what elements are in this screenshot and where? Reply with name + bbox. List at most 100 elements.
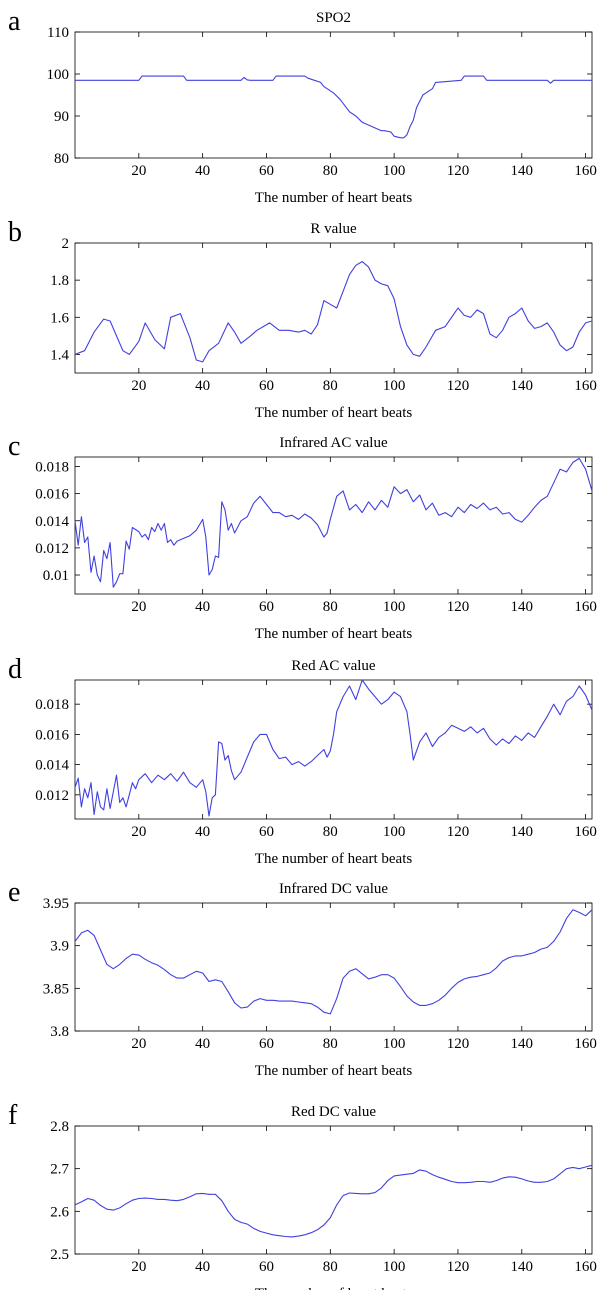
panel-letter: b [8, 217, 22, 248]
x-tick-label: 100 [383, 824, 406, 840]
series-line [74, 457, 593, 588]
x-axis-label: The number of heart beats [255, 190, 413, 206]
plot-frame [74, 902, 593, 1032]
plot-frame [74, 31, 593, 159]
plot-frame [74, 242, 593, 374]
series-line [75, 75, 592, 139]
plot-frame [74, 1125, 593, 1255]
chart-panel-e: e Infrared DC value 20 40 60 80 100 120 140 160 3.… [8, 877, 597, 1079]
x-tick-label: 120 [447, 378, 470, 394]
x-tick-label: 40 [195, 378, 210, 394]
y-tick-label: 2 [62, 236, 70, 252]
y-tick-label: 3.95 [43, 896, 69, 912]
x-tick-label: 60 [259, 1259, 274, 1275]
x-tick-label: 40 [195, 1036, 210, 1052]
y-tick-label: 3.9 [50, 939, 69, 955]
x-tick-label: 160 [574, 824, 597, 840]
x-tick-label: 140 [511, 1036, 534, 1052]
series-line [74, 679, 593, 817]
y-tick-label: 2.6 [50, 1204, 69, 1220]
x-tick-label: 80 [323, 1036, 338, 1052]
y-tick-label: 80 [54, 151, 69, 167]
y-tick-label: 2.7 [50, 1162, 69, 1178]
x-tick-label: 80 [323, 163, 338, 179]
x-tick-label: 120 [447, 163, 470, 179]
x-tick-label: 160 [574, 1036, 597, 1052]
y-tick-label: 0.01 [43, 568, 69, 584]
x-tick-label: 160 [574, 599, 597, 615]
y-tick-label: 2.5 [50, 1247, 69, 1263]
chart-panel-d: d Red AC value 20 40 60 80 100 120 140 160 0.012 0.… [8, 654, 597, 867]
x-tick-label: 100 [383, 163, 406, 179]
x-tick-label: 20 [131, 163, 146, 179]
x-tick-label: 60 [259, 599, 274, 615]
x-tick-label: 20 [131, 1036, 146, 1052]
x-tick-label: 140 [511, 1259, 534, 1275]
y-tick-label: 100 [47, 67, 70, 83]
x-tick-label: 40 [195, 163, 210, 179]
y-tick-label: 0.016 [35, 487, 69, 503]
plot-frame [74, 679, 593, 820]
y-tick-label: 3.8 [50, 1024, 69, 1040]
series-line [74, 261, 593, 363]
x-tick-label: 140 [511, 378, 534, 394]
x-tick-label: 100 [383, 599, 406, 615]
y-tick-label: 1.8 [50, 273, 69, 289]
y-tick-label: 0.016 [35, 727, 69, 743]
x-axis-label: The number of heart beats [255, 626, 413, 642]
x-tick-label: 20 [131, 1259, 146, 1275]
panel-letter: a [8, 6, 21, 37]
x-tick-label: 60 [259, 163, 274, 179]
chart-title: Infrared AC value [279, 435, 388, 451]
x-tick-label: 120 [447, 1036, 470, 1052]
x-tick-label: 60 [259, 378, 274, 394]
x-tick-label: 120 [447, 1259, 470, 1275]
y-tick-label: 0.018 [35, 459, 69, 475]
x-axis-label: The number of heart beats [255, 1063, 413, 1079]
chart-title: Red AC value [291, 658, 375, 674]
x-tick-label: 120 [447, 824, 470, 840]
x-axis-label: The number of heart beats [255, 405, 413, 421]
chart-panel-a: a SPO2 20 40 60 80 100 120 140 160 80 90 100 110 The n… [8, 6, 597, 206]
x-tick-label: 100 [383, 1036, 406, 1052]
x-tick-label: 80 [323, 824, 338, 840]
x-tick-label: 160 [574, 163, 597, 179]
y-tick-label: 0.014 [35, 758, 69, 774]
panel-letter: e [8, 877, 20, 908]
x-tick-label: 140 [511, 163, 534, 179]
chart-panel-f: f Red DC value 20 40 60 80 100 120 140 160 2.5 2.6 2… [8, 1100, 597, 1290]
x-tick-label: 60 [259, 824, 274, 840]
x-tick-label: 40 [195, 599, 210, 615]
y-tick-label: 1.6 [50, 310, 69, 326]
x-tick-label: 160 [574, 1259, 597, 1275]
panel-letter: c [8, 431, 20, 462]
series-line [74, 1164, 593, 1238]
y-tick-label: 3.85 [43, 981, 69, 997]
chart-title: R value [310, 221, 357, 237]
series-line [74, 909, 593, 1015]
chart-title: Infrared DC value [279, 881, 388, 897]
panel-letter: f [8, 1100, 18, 1131]
x-tick-label: 140 [511, 824, 534, 840]
y-tick-label: 0.012 [35, 788, 69, 804]
x-tick-label: 80 [323, 378, 338, 394]
y-tick-label: 0.018 [35, 697, 69, 713]
y-tick-label: 0.012 [35, 541, 69, 557]
chart-title: SPO2 [316, 10, 351, 26]
x-tick-label: 20 [131, 599, 146, 615]
y-tick-label: 110 [47, 25, 69, 41]
y-tick-label: 0.014 [35, 514, 69, 530]
x-tick-label: 40 [195, 1259, 210, 1275]
x-tick-label: 160 [574, 378, 597, 394]
y-tick-label: 90 [54, 109, 69, 125]
x-tick-label: 100 [383, 1259, 406, 1275]
x-tick-label: 120 [447, 599, 470, 615]
x-tick-label: 20 [131, 824, 146, 840]
chart-title: Red DC value [291, 1104, 376, 1120]
panel-letter: d [8, 654, 22, 685]
y-tick-label: 1.4 [50, 347, 69, 363]
x-tick-label: 60 [259, 1036, 274, 1052]
y-tick-label: 2.8 [50, 1119, 69, 1135]
x-tick-label: 40 [195, 824, 210, 840]
